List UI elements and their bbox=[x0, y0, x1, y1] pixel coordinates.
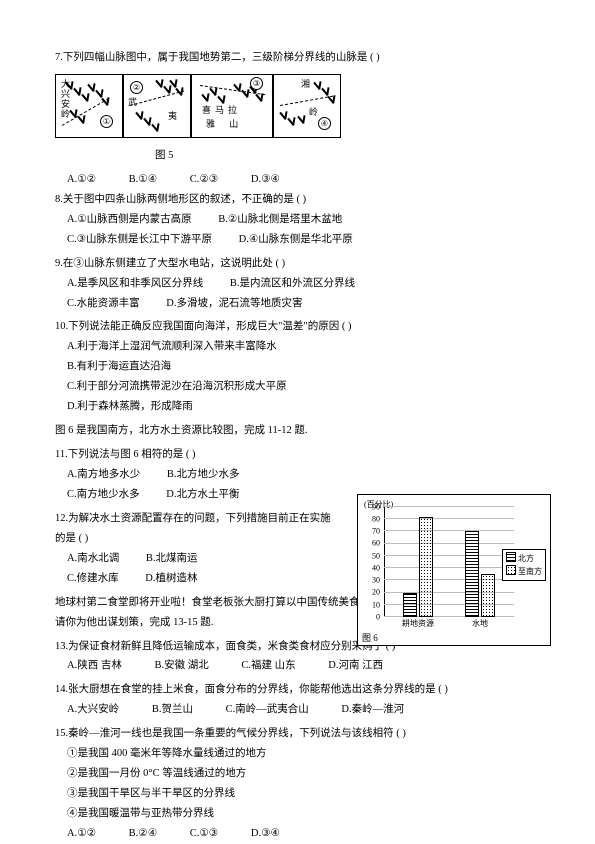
q10-opt-c: C.利于部分河流携带泥沙在沿海沉积形成大平原 bbox=[67, 377, 540, 397]
q14-opt-d: D.秦岭—淮河 bbox=[341, 700, 404, 720]
q12-text: 12.为解决水土资源配置存在的问题，下列措施目前正在实施的是 ( ) bbox=[55, 509, 339, 549]
q11-opt-d: D.北方水土平衡 bbox=[166, 489, 239, 500]
mtn3-num: ③ bbox=[250, 77, 263, 90]
q9-text: 9.在③山脉东侧建立了大型水电站，这说明此处 ( ) bbox=[55, 254, 540, 274]
mtn4-num: ④ bbox=[318, 117, 331, 130]
question-12: 12.为解决水土资源配置存在的问题，下列措施目前正在实施的是 ( ) A.南水北… bbox=[55, 509, 339, 589]
q8-opt-a: A.①山脉西侧是内蒙古高原 bbox=[67, 214, 192, 225]
q13-opt-a: A.陕西 吉林 bbox=[67, 656, 122, 676]
q15-text: 15.秦岭—淮河一线也是我国一条重要的气候分界线，下列说法与该线相符 ( ) bbox=[55, 724, 540, 744]
mtn1-num: ① bbox=[100, 115, 113, 128]
question-15: 15.秦岭—淮河一线也是我国一条重要的气候分界线，下列说法与该线相符 ( ) ①… bbox=[55, 724, 540, 844]
legend-north: 北方 bbox=[518, 554, 534, 563]
q7-options: A.①② B.①④ C.②③ D.③④ bbox=[55, 170, 540, 190]
legend-swatch-north bbox=[506, 552, 516, 562]
bar-耕地资源-至南方 bbox=[419, 517, 433, 617]
q10-opt-a: A.利于海洋上湿润气流顺利深入带来丰富降水 bbox=[67, 337, 540, 357]
mountain-diagram: 大兴安岭 ① 武 夷 ② 喜马拉 雅 山 ③ 湘 岭 bbox=[55, 74, 341, 138]
q15-opt-d: D.③④ bbox=[251, 824, 280, 844]
q11-opt-a: A.南方地多水少 bbox=[67, 469, 140, 480]
question-10: 10.下列说法能正确反应我国面向海洋，形成巨大"温差"的原因 ( ) A.利于海… bbox=[55, 317, 540, 417]
y-axis bbox=[384, 507, 385, 617]
mtn3-label1: 喜马拉 bbox=[202, 105, 241, 115]
q8-opt-c: C.③山脉东侧是长江中下游平原 bbox=[67, 234, 212, 245]
q11-opt-b: B.北方地少水多 bbox=[167, 469, 240, 480]
q7-text: 7.下列四幅山脉图中，属于我国地势第二，三级阶梯分界线的山脉是 ( ) bbox=[55, 48, 540, 68]
legend-swatch-south bbox=[506, 565, 516, 575]
ytick-90: 90 bbox=[364, 499, 380, 514]
q15-stmt-2: ②是我国一月份 0°C 等温线通过的地方 bbox=[67, 764, 540, 784]
question-9: 9.在③山脉东侧建立了大型水电站，这说明此处 ( ) A.是季风区和非季风区分界… bbox=[55, 254, 540, 314]
bar-水地-北方 bbox=[465, 531, 479, 617]
q10-opt-b: B.有利于海运直达沿海 bbox=[67, 357, 540, 377]
mtn2-num: ② bbox=[130, 81, 143, 94]
q14-text: 14.张大厨想在食堂的挂上米食，面食分布的分界线，你能帮他选出这条分界线的是 (… bbox=[55, 680, 540, 700]
q8-opt-b: B.②山脉北侧是塔里木盆地 bbox=[218, 214, 342, 225]
mtn1-label: 大兴安岭 bbox=[60, 79, 70, 119]
question-7: 7.下列四幅山脉图中，属于我国地势第二，三级阶梯分界线的山脉是 ( ) bbox=[55, 48, 540, 68]
q14-opt-a: A.大兴安岭 bbox=[67, 700, 119, 720]
q12-opt-c: C.修建水库 bbox=[67, 573, 119, 584]
q11-lead: 图 6 是我国南方，北方水土资源比较图，完成 11-12 题. bbox=[55, 421, 339, 441]
question-14: 14.张大厨想在食堂的挂上米食，面食分布的分界线，你能帮他选出这条分界线的是 (… bbox=[55, 680, 540, 720]
q12-opt-b: B.北煤南运 bbox=[146, 553, 198, 564]
mtn3-label2: 雅 山 bbox=[206, 119, 244, 129]
q12-opt-a: A.南水北调 bbox=[67, 553, 119, 564]
mtn4-label1: 湘 bbox=[300, 79, 310, 89]
q9-opt-b: B.是内流区和外流区分界线 bbox=[230, 278, 355, 289]
q13-opt-d: D.河南 江西 bbox=[328, 656, 383, 676]
bar-耕地资源-北方 bbox=[403, 593, 417, 617]
legend-south: 至南方 bbox=[518, 567, 542, 576]
q7-opt-a: A.①② bbox=[67, 170, 96, 190]
q10-text: 10.下列说法能正确反应我国面向海洋，形成巨大"温差"的原因 ( ) bbox=[55, 317, 540, 337]
bar-水地-至南方 bbox=[481, 574, 495, 617]
figure-6-chart: (百分比) 0102030405060708090耕地资源水地 北方 至南方 图… bbox=[357, 494, 551, 646]
xlabel-1: 水地 bbox=[455, 616, 505, 631]
q14-opt-b: B.贺兰山 bbox=[152, 700, 193, 720]
chart-area: 0102030405060708090耕地资源水地 bbox=[384, 507, 514, 617]
q15-opt-b: B.②④ bbox=[129, 824, 157, 844]
mtn4-label2: 岭 bbox=[308, 107, 318, 117]
question-11: 11.下列说法与图 6 相符的是 ( ) A.南方地多水少 B.北方地少水多 C… bbox=[55, 445, 339, 505]
q10-opt-d: D.利于森林蒸腾，形成降雨 bbox=[67, 397, 540, 417]
q15-stmt-3: ③是我国干旱区与半干旱区的分界线 bbox=[67, 784, 540, 804]
q7-opt-d: D.③④ bbox=[251, 170, 280, 190]
q8-opt-d: D.④山脉东侧是华北平原 bbox=[239, 234, 353, 245]
mtn2-label1: 武 bbox=[128, 97, 138, 107]
mtn-cell-2: 武 夷 ② bbox=[124, 75, 190, 137]
q15-stmt-1: ①是我国 400 毫米年等降水量线通过的地方 bbox=[67, 744, 540, 764]
mtn2-label2: 夷 bbox=[168, 111, 178, 121]
q14-opt-c: C.南岭—武夷合山 bbox=[226, 700, 309, 720]
mtn-cell-1: 大兴安岭 ① bbox=[56, 75, 122, 137]
figure-5-caption: 图 5 bbox=[155, 146, 540, 166]
mtn-cell-4: 湘 岭 ④ bbox=[274, 75, 340, 137]
question-8: 8.关于图中四条山脉两侧地形区的叙述，不正确的是 ( ) A.①山脉西侧是内蒙古… bbox=[55, 190, 540, 250]
q7-opt-c: C.②③ bbox=[190, 170, 218, 190]
xlabel-0: 耕地资源 bbox=[393, 616, 443, 631]
q11-opt-c: C.南方地少水多 bbox=[67, 489, 140, 500]
q9-opt-d: D.多滑坡，泥石流等地质灾害 bbox=[166, 298, 302, 309]
mtn-cell-3: 喜马拉 雅 山 ③ bbox=[192, 75, 272, 137]
q12-opt-d: D.植树造林 bbox=[145, 573, 197, 584]
q11-text: 11.下列说法与图 6 相符的是 ( ) bbox=[55, 445, 339, 465]
q15-opt-a: A.①② bbox=[67, 824, 96, 844]
q13-opt-c: C.福建 山东 bbox=[241, 656, 295, 676]
q9-opt-c: C.水能资源丰富 bbox=[67, 298, 140, 309]
q15-stmt-4: ④是我国暖温带与亚热带分界线 bbox=[67, 804, 540, 824]
chart-legend: 北方 至南方 bbox=[502, 549, 546, 581]
q7-opt-b: B.①④ bbox=[129, 170, 157, 190]
q13-opt-b: B.安徽 湖北 bbox=[154, 656, 208, 676]
q8-text: 8.关于图中四条山脉两侧地形区的叙述，不正确的是 ( ) bbox=[55, 190, 540, 210]
chart-caption: 图 6 bbox=[362, 630, 378, 647]
q9-opt-a: A.是季风区和非季风区分界线 bbox=[67, 278, 203, 289]
q15-opt-c: C.①③ bbox=[190, 824, 218, 844]
